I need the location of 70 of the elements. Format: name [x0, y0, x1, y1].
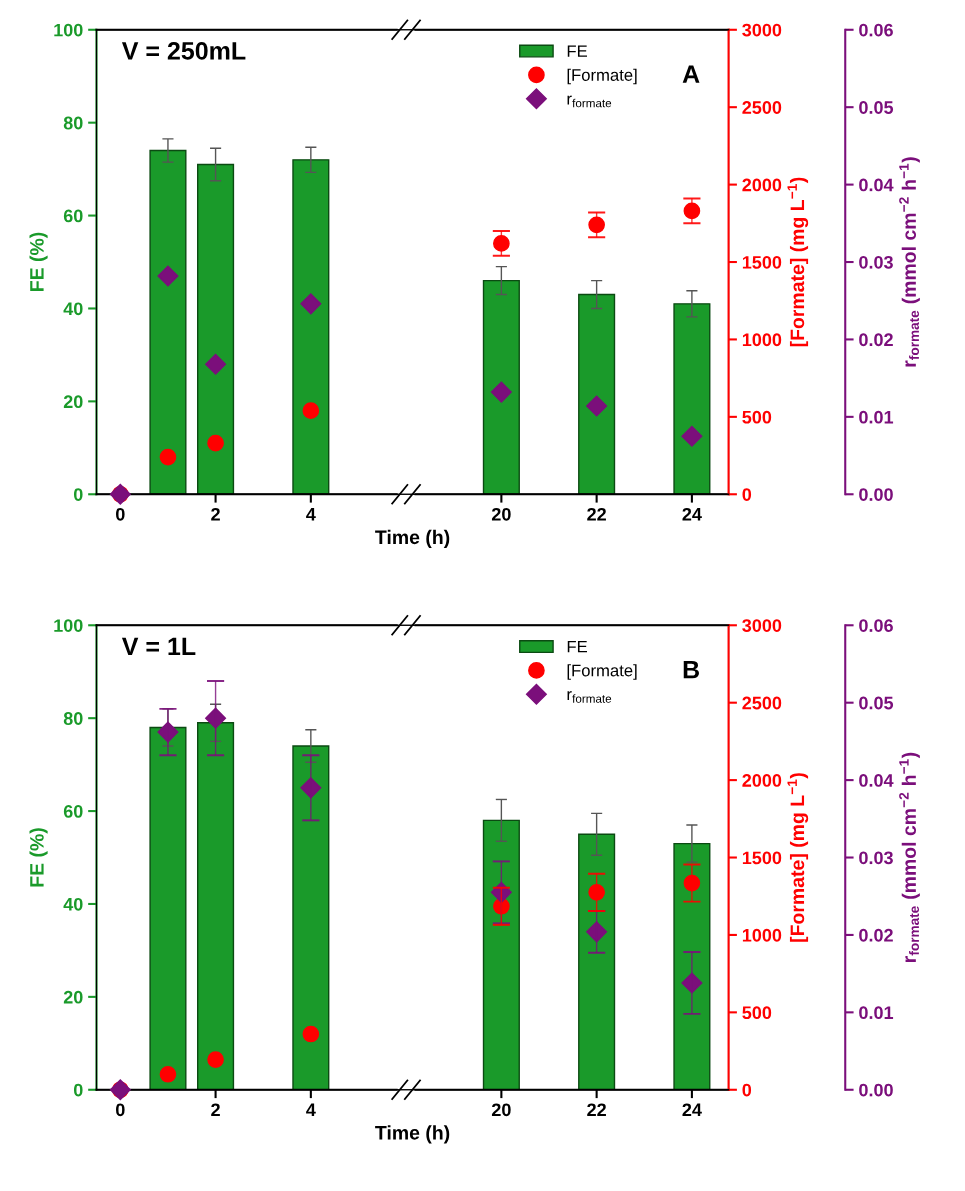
x-tick-label: 2 — [211, 507, 220, 521]
y-tick-label: 40 — [63, 302, 83, 316]
y-tick-label: 20 — [63, 990, 83, 1004]
y2-tick-label: 2500 — [742, 696, 782, 710]
y2-tick-label: 0 — [742, 1083, 752, 1097]
y-tick-label: 60 — [63, 805, 83, 818]
y3-axis-title: r$_{formate}$ (mmol cm$^{−2}$ h$^{−1}$) — [899, 752, 920, 963]
y2-tick-label: 500 — [742, 1006, 772, 1020]
y-tick-label: 80 — [63, 116, 83, 130]
y3-tick-label: 0.04 — [859, 178, 894, 192]
y2-tick-label: 500 — [742, 410, 772, 424]
y-tick-label: 40 — [63, 897, 83, 911]
y2-tick-label: 1000 — [742, 928, 782, 942]
y3-tick-label: 0.06 — [859, 23, 893, 37]
x-tick-label: 0 — [116, 507, 125, 521]
y3-tick-label: 0.02 — [859, 928, 893, 942]
y3-axis-title: r$_{formate}$ (mmol cm$^{−2}$ h$^{−1}$) — [899, 157, 920, 367]
y2-tick-label: 3000 — [742, 23, 782, 37]
y2-tick-label: 2000 — [742, 774, 782, 787]
y2-tick-label: 1500 — [742, 255, 782, 269]
x-tick-label: 4 — [306, 508, 316, 521]
y2-tick-label: 3000 — [742, 619, 782, 633]
y2-axis-title: [Formate] (mg L$^{−1}$) — [787, 177, 809, 347]
y3-tick-label: 0.06 — [859, 619, 893, 632]
y-tick-label: 0 — [73, 488, 83, 501]
legend-label: FE — [567, 640, 587, 653]
y-tick-label: 100 — [54, 619, 83, 632]
y-tick-label: 60 — [63, 209, 83, 223]
y-axis-title: FE (%) — [29, 232, 48, 291]
x-tick-label: 0 — [116, 1103, 125, 1117]
y2-tick-label: 1000 — [742, 333, 782, 347]
y-tick-label: 20 — [63, 395, 83, 409]
legend-label: r$_{formate}$ — [567, 691, 612, 703]
y-tick-label: 0 — [73, 1083, 83, 1097]
y2-tick-label: 2500 — [742, 101, 782, 114]
x-tick-label: 22 — [587, 507, 606, 521]
y3-tick-label: 0.03 — [859, 255, 893, 269]
annotation: V = 1L — [121, 637, 196, 655]
x-tick-label: 22 — [587, 1103, 606, 1117]
legend-label: FE — [567, 45, 587, 57]
y2-axis-title: [Formate] (mg L$^{−1}$) — [787, 773, 809, 942]
legend-label: r$_{formate}$ — [567, 95, 612, 108]
y-tick-label: 80 — [63, 712, 83, 725]
y3-tick-label: 0.00 — [859, 1083, 893, 1097]
x-tick-label: 2 — [211, 1103, 220, 1117]
legend-label: [Formate] — [567, 68, 637, 85]
y2-tick-label: 2000 — [742, 178, 782, 192]
y3-tick-label: 0.00 — [859, 488, 893, 501]
annotation: V = 250mL — [121, 42, 246, 60]
y2-tick-label: 0 — [742, 488, 752, 501]
x-axis-title: Time (h) — [375, 1125, 450, 1144]
y3-tick-label: 0.04 — [859, 774, 894, 787]
y-axis-title: FE (%) — [29, 828, 48, 887]
x-tick-label: 20 — [491, 507, 511, 521]
legend-label: [Formate] — [567, 664, 637, 680]
x-tick-label: 4 — [306, 1103, 316, 1117]
x-tick-label: 24 — [682, 507, 702, 521]
x-tick-label: 20 — [491, 1103, 511, 1117]
y2-tick-label: 1500 — [742, 851, 782, 865]
y-tick-label: 100 — [54, 23, 83, 37]
annotation: A — [682, 65, 700, 83]
y3-tick-label: 0.01 — [859, 410, 894, 424]
annotation: B — [683, 660, 699, 679]
x-axis-title: Time (h) — [375, 529, 450, 548]
y3-tick-label: 0.03 — [859, 851, 893, 865]
y3-tick-label: 0.01 — [859, 1006, 894, 1020]
x-tick-label: 24 — [682, 1103, 702, 1117]
y3-tick-label: 0.05 — [859, 696, 894, 710]
y3-tick-label: 0.02 — [859, 333, 893, 347]
y3-tick-label: 0.05 — [859, 101, 894, 114]
